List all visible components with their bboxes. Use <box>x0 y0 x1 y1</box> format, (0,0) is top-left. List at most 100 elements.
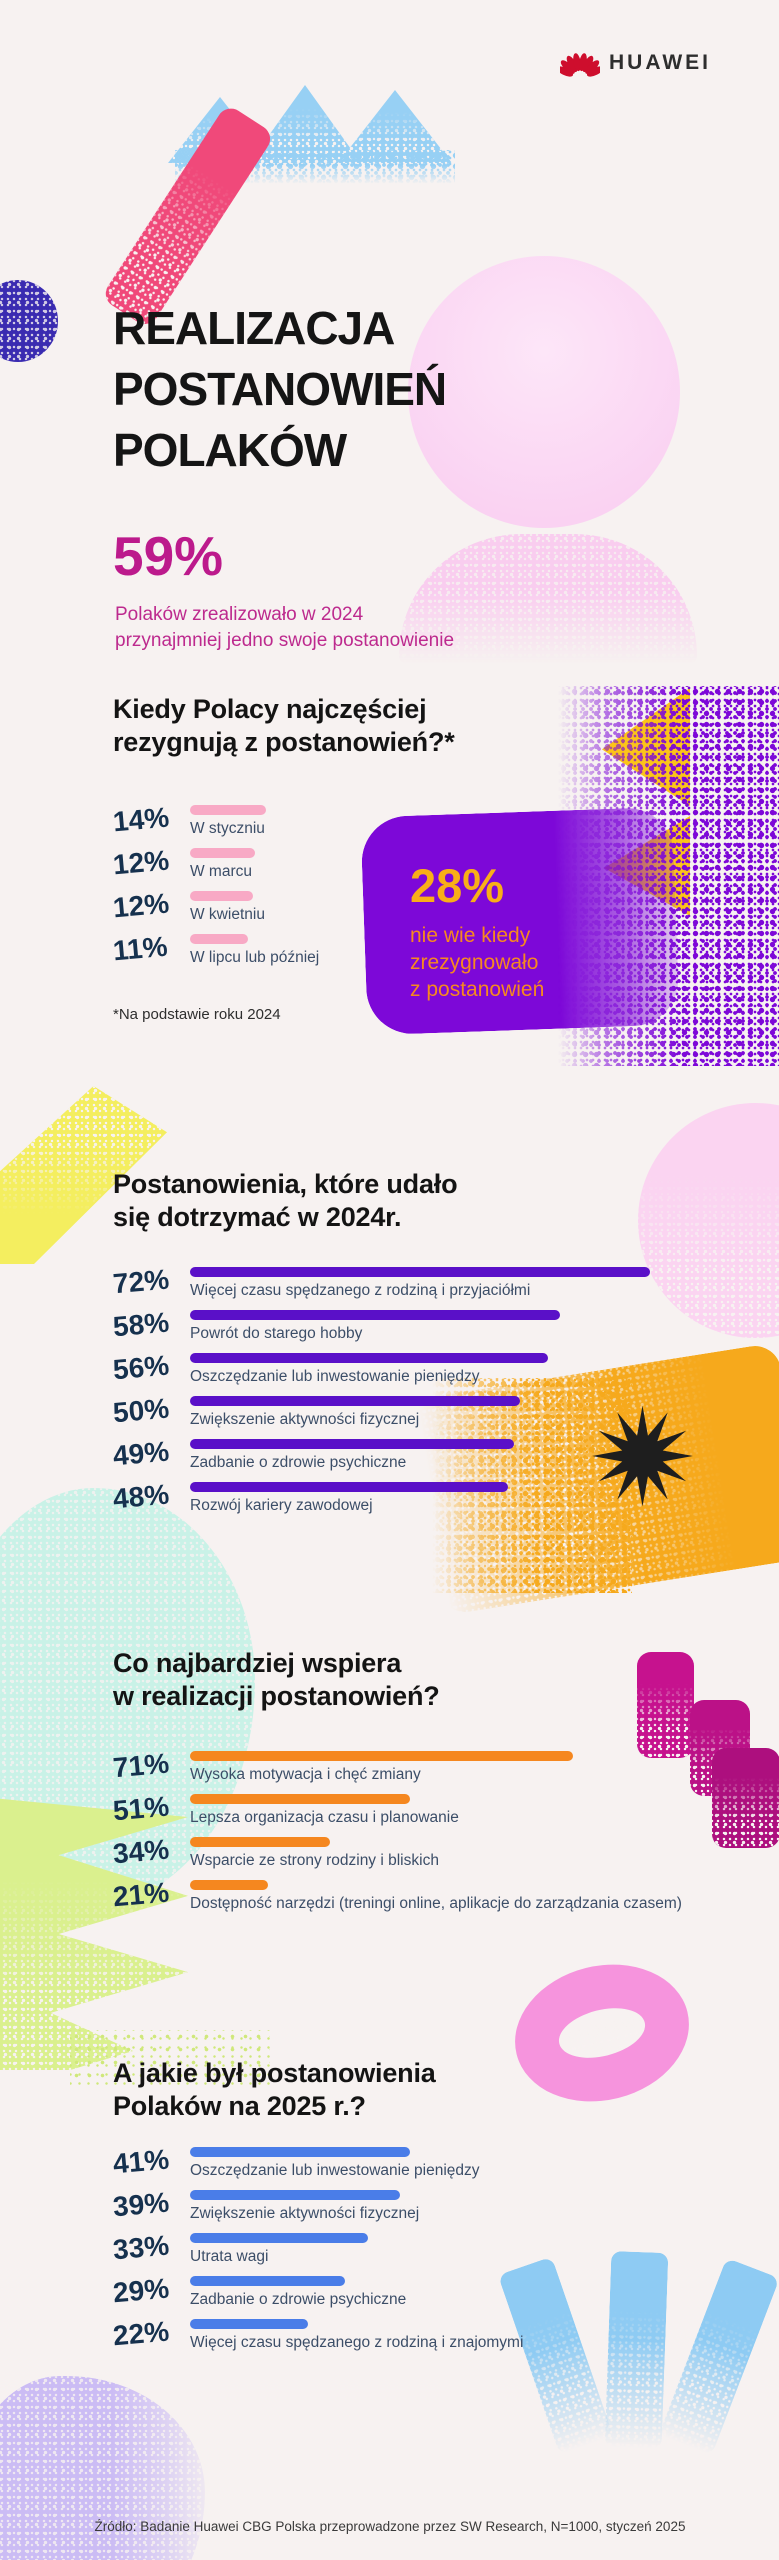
bar-value: 51% <box>111 1790 171 1827</box>
bar-value: 58% <box>111 1306 171 1343</box>
chart-row: 11% W lipcu lub później <box>111 930 320 974</box>
chart-row: 48% Rozwój kariery zawodowej <box>112 1479 650 1522</box>
pink-circle-top <box>408 256 680 528</box>
chart-wsparcie: 71% Wysoka motywacja i chęć zmiany 51% Leps… <box>111 1747 682 1920</box>
chart-row: 39% Zwiększenie aktywności fizycznej <box>111 2186 523 2230</box>
bar <box>190 1794 410 1804</box>
starburst-icon <box>592 1405 693 1507</box>
bar-value: 22% <box>111 2315 171 2352</box>
source-text: Źródło: Badanie Huawei CBG Polska przepr… <box>94 2519 686 2534</box>
bar-label: Zadbanie o zdrowie psychiczne <box>190 1454 407 1471</box>
callout-caption-line: nie wie kiedy <box>410 924 531 947</box>
section-title-dotrzymane: Postanowienia, które udało się dotrzymać… <box>113 1168 458 1234</box>
bar <box>190 1482 508 1492</box>
bar <box>190 1837 330 1847</box>
chart-row: 34% Wsparcie ze strony rodziny i bliskich <box>111 1833 682 1877</box>
section-title-line: A jakie był postanowienia <box>113 2058 436 2088</box>
bar-value: 12% <box>111 844 171 881</box>
chart-row: 21% Dostępność narzędzi (treningi online,… <box>111 1876 682 1920</box>
bar-label: Zadbanie o zdrowie psychiczne <box>190 2291 407 2308</box>
bar-value: 12% <box>111 887 171 924</box>
pink-dome <box>399 534 697 664</box>
headline-stat-value: 59% <box>113 525 224 587</box>
blue-fan-stroke <box>658 2257 779 2456</box>
callout-caption-line: z postanowień <box>410 978 545 1001</box>
bar-value: 71% <box>111 1747 171 1784</box>
bar-value: 56% <box>111 1349 171 1386</box>
bar-value: 11% <box>111 930 169 967</box>
section-title-line: Kiedy Polacy najczęściej <box>113 694 427 724</box>
bar <box>190 2276 345 2286</box>
section-title-line: w realizacji postanowień? <box>113 1681 440 1711</box>
bar-label: Więcej czasu spędzanego z rodziną i znaj… <box>190 2334 524 2351</box>
section-title-line: rezygnują z postanowień?* <box>113 727 455 757</box>
bar-value: 29% <box>111 2272 171 2309</box>
bar-value: 14% <box>111 801 171 838</box>
bar-label: Lepsza organizacja czasu i planowanie <box>190 1809 459 1826</box>
bar-value: 34% <box>111 1833 171 1870</box>
bar-label: W styczniu <box>190 820 265 837</box>
bar-value: 41% <box>111 2143 171 2180</box>
section-title-line: Co najbardziej wspiera <box>113 1648 402 1678</box>
headline-stat-caption-line: Polaków zrealizowało w 2024 <box>115 604 364 625</box>
bar-label: W lipcu lub później <box>190 949 320 966</box>
brand-logo: HUAWEI <box>560 45 711 80</box>
bar-label: W marcu <box>190 863 252 880</box>
chart-row: 51% Lepsza organizacja czasu i planowanie <box>111 1790 682 1834</box>
section-title-rezygnacja: Kiedy Polacy najczęściej rezygnują z pos… <box>113 693 455 759</box>
magenta-stair <box>712 1748 779 1848</box>
bar-label: Oszczędzanie lub inwestowanie pieniędzy <box>190 2162 480 2179</box>
bar-value: 21% <box>111 1876 171 1913</box>
bar <box>190 1396 520 1406</box>
chart-row: 41% Oszczędzanie lub inwestowanie pienięd… <box>111 2143 523 2187</box>
pink-brush-stroke <box>100 103 276 330</box>
bar <box>190 2190 400 2200</box>
huawei-flower-icon <box>560 53 600 77</box>
bar-label: Więcej czasu spędzanego z rodziną i przy… <box>190 1282 531 1299</box>
chart-2025: 41% Oszczędzanie lub inwestowanie pienięd… <box>111 2143 524 2359</box>
bar-value: 39% <box>111 2186 171 2223</box>
section-title-line: Polaków na 2025 r.? <box>113 2091 366 2121</box>
chart-row: 49% Zadbanie o zdrowie psychiczne <box>112 1436 650 1479</box>
chart-row: 50% Zwiększenie aktywności fizycznej <box>111 1392 650 1436</box>
headline-stat-caption-line: przynajmniej jedno swoje postanowienie <box>115 630 455 651</box>
bar-value: 33% <box>111 2229 171 2266</box>
callout-caption-line: zrezygnowało <box>410 951 539 974</box>
section-title-2025: A jakie był postanowienia Polaków na 202… <box>113 2057 436 2123</box>
bar <box>190 1310 560 1320</box>
section-title-line: się dotrzymać w 2024r. <box>113 1202 402 1232</box>
bar-label: Wsparcie ze strony rodziny i bliskich <box>190 1852 439 1869</box>
purple-speckle <box>558 686 779 1066</box>
bar <box>190 891 253 901</box>
bar <box>190 805 266 815</box>
bar <box>190 2319 308 2329</box>
section-title-line: Postanowienia, które udało <box>113 1169 458 1199</box>
bar-label: Powrót do starego hobby <box>190 1325 363 1342</box>
chart-row: 71% Wysoka motywacja i chęć zmiany <box>111 1747 682 1791</box>
callout-value: 28% <box>410 859 505 912</box>
blue-fan-stroke <box>604 2251 669 2449</box>
pink-donut <box>500 1946 704 2120</box>
indigo-blob <box>0 280 58 362</box>
callout-content: 28% nie wie kiedy zrezygnowało z postano… <box>410 858 544 1003</box>
pink-circle-right <box>638 1103 779 1338</box>
bar-label: Zwiększenie aktywności fizycznej <box>190 1411 420 1428</box>
bar <box>190 1880 268 1890</box>
bar <box>190 2233 368 2243</box>
chart-row: 29% Zadbanie o zdrowie psychiczne <box>111 2272 523 2316</box>
bar <box>190 934 248 944</box>
chart-row: 58% Powrót do starego hobby <box>111 1306 650 1350</box>
blue-fan <box>497 2251 779 2461</box>
chart-footnote: *Na podstawie roku 2024 <box>113 1006 281 1023</box>
lime-speckle <box>70 2030 270 2085</box>
bar <box>190 848 255 858</box>
page-title-line: POLAKÓW <box>113 424 347 476</box>
bar-value: 50% <box>111 1392 171 1429</box>
chart-row: 72% Więcej czasu spędzanego z rodziną i p… <box>112 1264 650 1307</box>
bar-label: W kwietniu <box>190 906 265 923</box>
page-title: REALIZACJA POSTANOWIEŃ POLAKÓW <box>113 298 447 481</box>
bar-label: Zwiększenie aktywności fizycznej <box>190 2205 420 2222</box>
magenta-stair <box>637 1652 694 1758</box>
chart-row: 12% W kwietniu <box>111 887 319 931</box>
headline-stat-caption: Polaków zrealizowało w 2024 przynajmniej… <box>115 602 454 654</box>
